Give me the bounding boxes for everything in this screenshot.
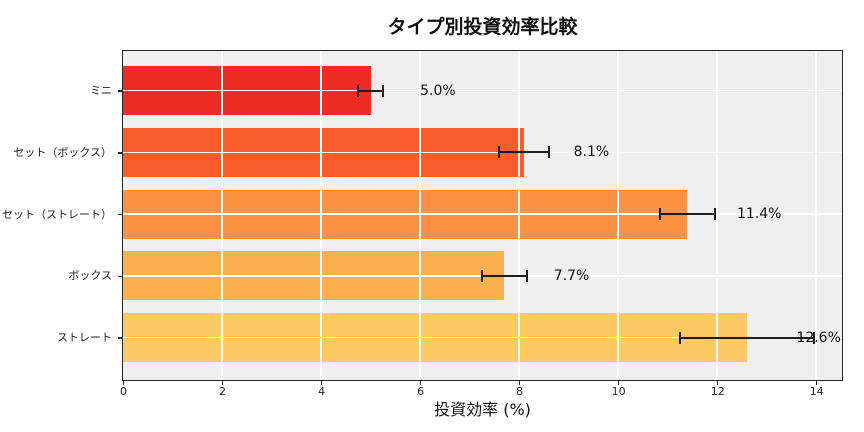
- gridline-vertical: [320, 51, 322, 380]
- y-tick-mark: [118, 275, 122, 277]
- bar-value-label: 5.0%: [420, 82, 456, 99]
- x-tick-label: 6: [417, 385, 425, 398]
- x-tick-mark: [221, 381, 224, 385]
- gridline-horizontal: [123, 213, 842, 215]
- y-tick-label: セット（ストレート）: [2, 207, 112, 221]
- y-tick-mark: [118, 337, 122, 339]
- x-tick-mark: [122, 381, 125, 385]
- error-bar-cap: [713, 208, 716, 220]
- x-tick-label: 8: [516, 385, 524, 398]
- x-tick-mark: [518, 381, 521, 385]
- gridline-vertical: [716, 51, 718, 380]
- error-bar-cap: [659, 208, 662, 220]
- gridline-vertical: [419, 51, 421, 380]
- y-tick-label: セット（ボックス）: [13, 145, 112, 159]
- chart-title: タイプ別投資効率比較: [387, 16, 578, 38]
- error-bar-cap: [812, 331, 815, 344]
- x-tick-label: 10: [611, 385, 626, 398]
- gridline-vertical: [518, 51, 520, 380]
- y-tick-label: ボックス: [68, 269, 112, 283]
- gridline-horizontal: [123, 336, 842, 339]
- gridline-horizontal: [123, 89, 842, 92]
- error-bar-cap: [547, 146, 550, 159]
- error-bar-cap: [679, 331, 682, 344]
- error-bar-line: [660, 213, 715, 215]
- y-tick-mark: [118, 213, 122, 216]
- error-bar-cap: [498, 146, 501, 159]
- plot-area: 5.0% 8.1% 11.4% 7.7% 12.6%: [122, 50, 843, 381]
- x-tick-mark: [419, 381, 422, 385]
- y-tick-label: ストレート: [57, 331, 112, 344]
- gridline-vertical: [617, 51, 619, 380]
- x-tick-label: 2: [219, 385, 227, 398]
- x-tick-label: 4: [318, 385, 326, 398]
- error-bar-cap: [357, 84, 360, 97]
- gridline-vertical: [221, 51, 223, 380]
- bar-value-label: 8.1%: [573, 144, 610, 161]
- error-bar-cap: [481, 269, 483, 282]
- y-tick-mark: [118, 152, 122, 154]
- gridline-horizontal: [123, 151, 842, 153]
- gridline-vertical: [815, 51, 817, 380]
- error-bar-line: [680, 336, 814, 339]
- y-tick-mark: [118, 90, 122, 92]
- x-tick-mark: [815, 381, 818, 385]
- y-tick-label: ミニ: [90, 84, 112, 97]
- x-axis-label: 投資効率 (%): [434, 400, 531, 419]
- x-tick-label: 0: [120, 385, 127, 398]
- x-tick-label: 12: [710, 385, 725, 398]
- x-tick-mark: [320, 381, 323, 385]
- error-bar-line: [482, 274, 527, 277]
- x-tick-mark: [617, 381, 620, 385]
- x-tick-mark: [716, 381, 719, 385]
- error-bar-line: [358, 89, 383, 92]
- bar-value-label: 7.7%: [553, 267, 590, 284]
- error-bar-cap: [381, 84, 384, 97]
- x-tick-label: 14: [809, 385, 824, 398]
- bar-value-label: 12.6%: [796, 329, 841, 346]
- error-bar-cap: [525, 269, 528, 282]
- error-bar-line: [499, 151, 549, 154]
- bar-value-label: 11.4%: [737, 206, 782, 222]
